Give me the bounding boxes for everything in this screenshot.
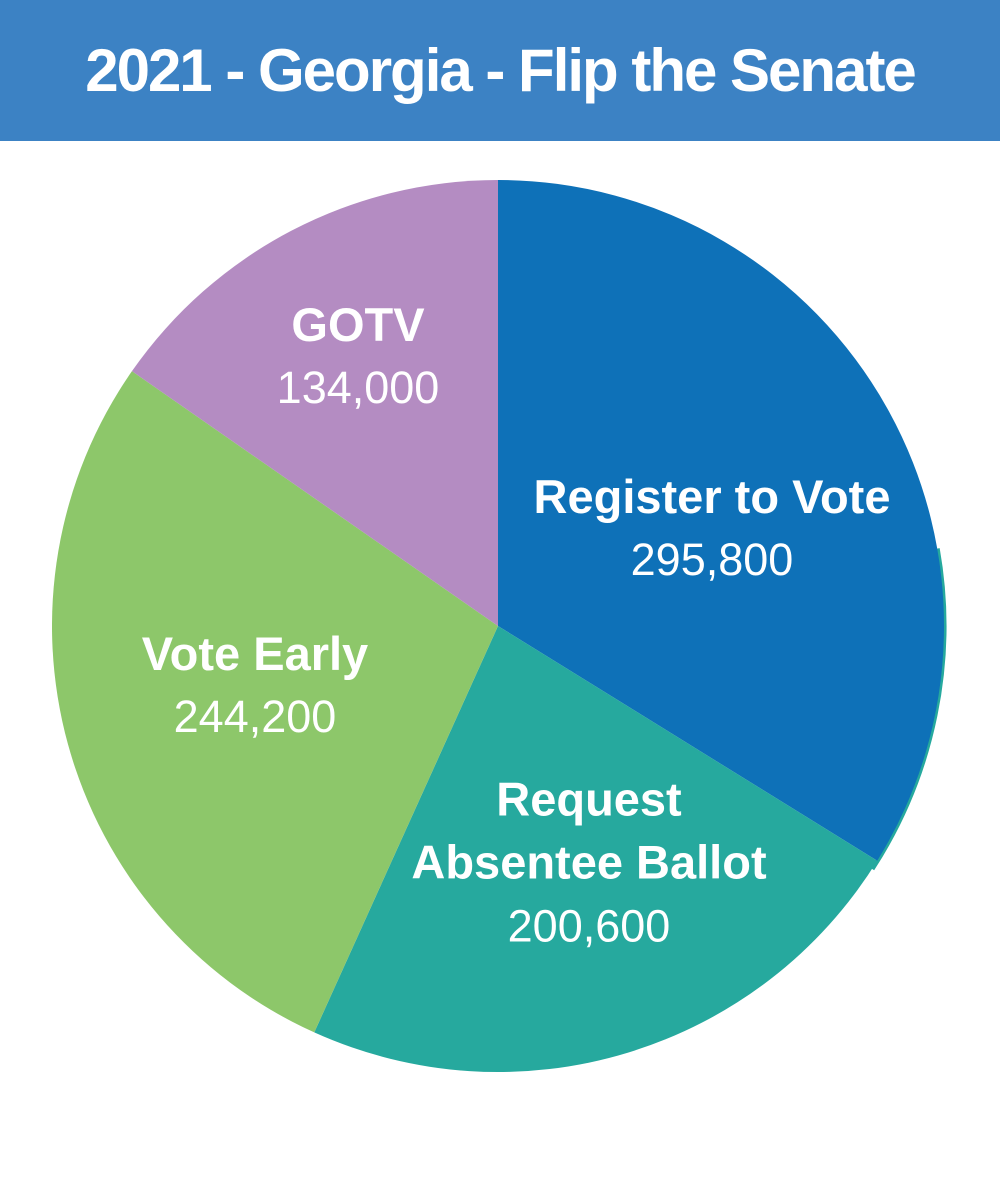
- pie-edge-artifact: [870, 548, 947, 871]
- pie-slice-gotv: [131, 180, 498, 626]
- pie-slice-vote-early: [51, 371, 498, 1033]
- title-banner: 2021 - Georgia - Flip the Senate: [0, 0, 1000, 141]
- pie-slice-request-absentee-ballot: [314, 626, 878, 1072]
- pie-slice-register-to-vote: [498, 180, 945, 861]
- page-title: 2021 - Georgia - Flip the Senate: [85, 37, 917, 104]
